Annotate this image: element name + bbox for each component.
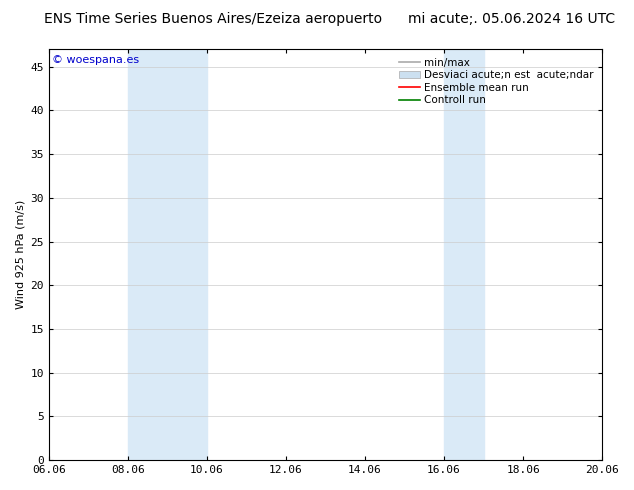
Bar <box>128 49 207 460</box>
Text: mi acute;. 05.06.2024 16 UTC: mi acute;. 05.06.2024 16 UTC <box>408 12 615 26</box>
Bar <box>444 49 484 460</box>
Legend: min/max, Desviaci acute;n est  acute;ndar, Ensemble mean run, Controll run: min/max, Desviaci acute;n est acute;ndar… <box>396 54 597 109</box>
Text: © woespana.es: © woespana.es <box>52 55 139 66</box>
Text: ENS Time Series Buenos Aires/Ezeiza aeropuerto: ENS Time Series Buenos Aires/Ezeiza aero… <box>44 12 382 26</box>
Y-axis label: Wind 925 hPa (m/s): Wind 925 hPa (m/s) <box>15 200 25 309</box>
